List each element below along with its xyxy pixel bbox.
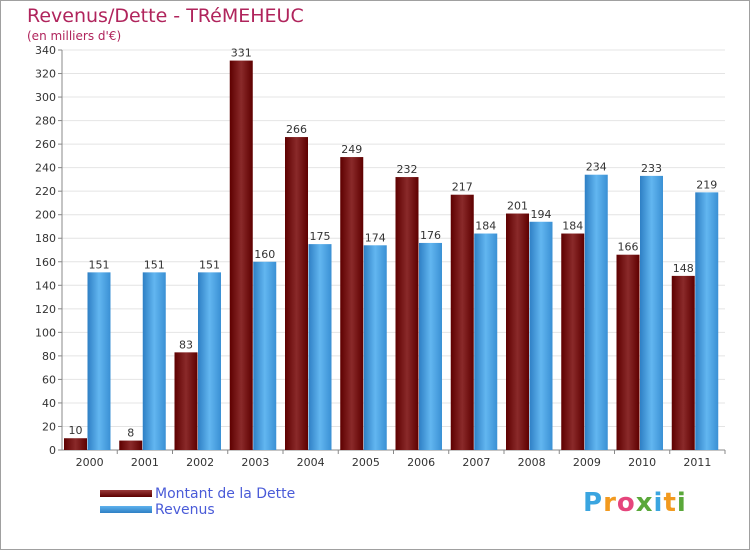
data-label-debt: 184 bbox=[562, 220, 583, 233]
x-tick-label: 2000 bbox=[76, 456, 104, 469]
bar-revenue bbox=[695, 192, 719, 450]
bar-debt bbox=[285, 137, 308, 450]
y-tick-label: 80 bbox=[42, 350, 56, 363]
logo-letter: i bbox=[676, 488, 687, 518]
logo-letter: P bbox=[583, 488, 604, 518]
x-tick-label: 2005 bbox=[352, 456, 380, 469]
data-label-revenue: 151 bbox=[89, 258, 110, 271]
bar-debt bbox=[340, 157, 364, 450]
grid-lines bbox=[62, 49, 725, 451]
data-label-debt: 331 bbox=[231, 47, 252, 60]
y-tick-label: 340 bbox=[35, 44, 56, 57]
bar-revenue bbox=[363, 245, 387, 450]
data-label-revenue: 194 bbox=[531, 208, 552, 221]
data-label-revenue: 151 bbox=[144, 258, 165, 271]
bar-revenue bbox=[584, 174, 608, 451]
x-tick-label: 2006 bbox=[407, 456, 435, 469]
y-tick-label: 0 bbox=[49, 444, 56, 457]
data-label-revenue: 219 bbox=[696, 178, 717, 191]
legend-label-debt: Montant de la Dette bbox=[155, 486, 296, 502]
x-tick-label: 2009 bbox=[573, 456, 601, 469]
chart-title: Revenus/Dette - TRéMEHEUC bbox=[27, 5, 304, 27]
y-tick-label: 220 bbox=[35, 185, 56, 198]
proxiti-logo: Proxiti bbox=[583, 488, 687, 518]
data-label-debt: 8 bbox=[127, 427, 134, 440]
data-label-revenue: 151 bbox=[199, 258, 220, 271]
x-tick-label: 2011 bbox=[683, 456, 711, 469]
y-tick-label: 260 bbox=[35, 138, 56, 151]
bar-revenue bbox=[474, 233, 498, 450]
y-tick-label: 240 bbox=[35, 162, 56, 175]
data-label-debt: 166 bbox=[618, 241, 639, 254]
x-tick-label: 2008 bbox=[518, 456, 546, 469]
logo-letter: r bbox=[603, 488, 617, 518]
y-tick-label: 100 bbox=[35, 326, 56, 339]
legend-swatch-revenue bbox=[100, 506, 152, 513]
legend-swatch-debt bbox=[100, 490, 152, 497]
logo-letter: x bbox=[635, 488, 654, 518]
axes: 0 20 40 60 80 100 120 140 160 180 200 220 240 260 280 3… bbox=[35, 44, 726, 469]
data-label-debt: 148 bbox=[673, 262, 694, 275]
bar-debt bbox=[229, 60, 253, 451]
y-tick-label: 300 bbox=[35, 91, 56, 104]
data-label-revenue: 160 bbox=[254, 248, 275, 261]
data-label-debt: 83 bbox=[179, 338, 193, 351]
x-tick-label: 2010 bbox=[628, 456, 656, 469]
y-tick-label: 160 bbox=[35, 256, 56, 269]
chart-subtitle: (en milliers d'€) bbox=[27, 29, 122, 43]
x-tick-label: 2001 bbox=[131, 456, 159, 469]
y-tick-label: 60 bbox=[42, 373, 56, 386]
data-label-debt: 10 bbox=[69, 424, 83, 437]
bar-debt bbox=[506, 213, 529, 450]
logo-letter: t bbox=[663, 488, 677, 518]
y-tick-label: 20 bbox=[42, 420, 56, 433]
data-label-debt: 232 bbox=[397, 163, 418, 176]
bar-debt bbox=[174, 352, 198, 450]
bar-revenue bbox=[308, 244, 332, 450]
bar-debt bbox=[561, 233, 585, 450]
labels: 10 151 8 151 83 151 331 160 266 175 249 174 232 176 21… bbox=[69, 47, 718, 440]
data-label-revenue: 184 bbox=[475, 220, 496, 233]
bar-revenue bbox=[198, 272, 221, 450]
data-label-debt: 217 bbox=[452, 181, 473, 194]
bar-revenue bbox=[529, 221, 553, 450]
x-tick-label: 2004 bbox=[297, 456, 325, 469]
bar-debt bbox=[616, 254, 640, 450]
data-label-debt: 266 bbox=[286, 123, 307, 136]
logo-letter: o bbox=[616, 488, 636, 518]
data-label-debt: 249 bbox=[341, 143, 362, 156]
x-tick-label: 2002 bbox=[186, 456, 214, 469]
y-tick-label: 320 bbox=[35, 68, 56, 81]
x-tick-label: 2007 bbox=[462, 456, 490, 469]
bar-revenue bbox=[87, 272, 111, 450]
data-label-debt: 201 bbox=[507, 200, 528, 213]
y-tick-label: 120 bbox=[35, 303, 56, 316]
bar-debt bbox=[64, 438, 87, 450]
data-label-revenue: 175 bbox=[310, 230, 331, 243]
legend-label-revenue: Revenus bbox=[155, 502, 215, 518]
data-label-revenue: 176 bbox=[420, 229, 441, 242]
bars bbox=[64, 60, 719, 451]
bar-debt bbox=[671, 275, 695, 450]
y-tick-label: 200 bbox=[35, 209, 56, 222]
bar-revenue bbox=[253, 261, 277, 450]
x-tick-label: 2003 bbox=[241, 456, 269, 469]
bar-revenue bbox=[640, 175, 663, 450]
y-tick-label: 40 bbox=[42, 397, 56, 410]
bar-debt bbox=[119, 440, 143, 450]
logo-letter: i bbox=[653, 488, 664, 518]
y-tick-label: 180 bbox=[35, 232, 56, 245]
bar-revenue bbox=[419, 242, 442, 450]
y-tick-label: 140 bbox=[35, 279, 56, 292]
y-tick-label: 280 bbox=[35, 115, 56, 128]
bar-debt bbox=[450, 194, 474, 450]
bar-debt bbox=[395, 177, 419, 450]
data-label-revenue: 234 bbox=[586, 161, 607, 174]
data-label-revenue: 233 bbox=[641, 162, 662, 175]
bar-revenue bbox=[142, 272, 166, 450]
data-label-revenue: 174 bbox=[365, 231, 386, 244]
